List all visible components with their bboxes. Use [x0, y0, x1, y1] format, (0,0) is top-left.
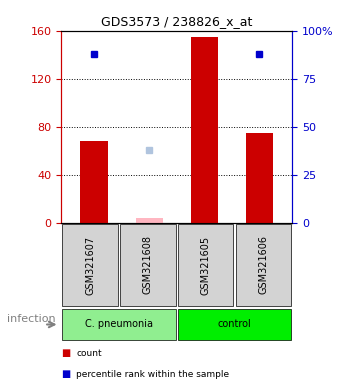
Text: control: control: [218, 319, 252, 329]
Text: ■: ■: [61, 369, 70, 379]
Bar: [81, 141, 108, 223]
FancyBboxPatch shape: [236, 224, 291, 306]
FancyBboxPatch shape: [62, 224, 118, 306]
Bar: [245, 133, 273, 223]
Bar: [190, 37, 218, 223]
Text: GSM321608: GSM321608: [143, 235, 153, 295]
Title: GDS3573 / 238826_x_at: GDS3573 / 238826_x_at: [101, 15, 253, 28]
Bar: [136, 218, 163, 223]
FancyBboxPatch shape: [62, 309, 176, 340]
Text: count: count: [76, 349, 102, 358]
Text: percentile rank within the sample: percentile rank within the sample: [76, 370, 230, 379]
Text: GSM321607: GSM321607: [85, 235, 95, 295]
FancyBboxPatch shape: [178, 224, 234, 306]
Text: GSM321606: GSM321606: [258, 235, 269, 295]
Text: GSM321605: GSM321605: [201, 235, 211, 295]
FancyBboxPatch shape: [178, 309, 291, 340]
Text: C. pneumonia: C. pneumonia: [85, 319, 153, 329]
Text: infection: infection: [7, 314, 55, 324]
FancyBboxPatch shape: [120, 224, 176, 306]
Text: ■: ■: [61, 348, 70, 358]
